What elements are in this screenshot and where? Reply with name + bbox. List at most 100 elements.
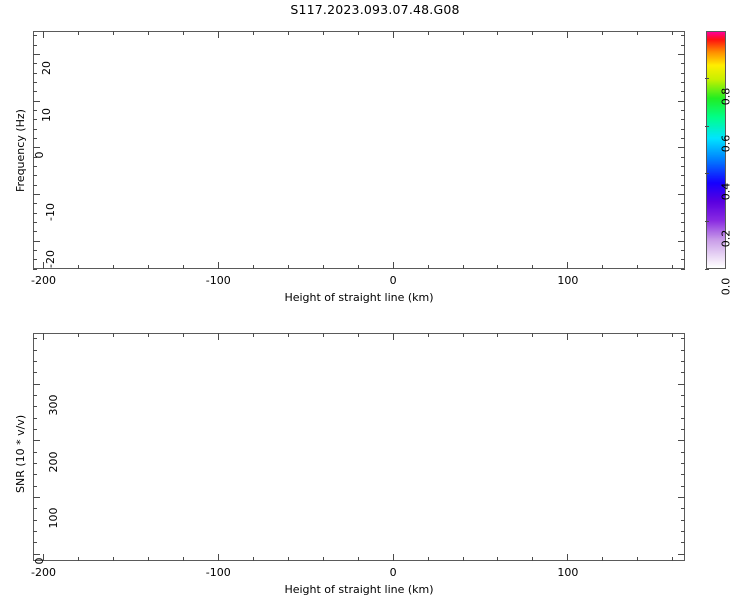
snr-xtick xyxy=(288,557,289,561)
spectrogram-ytick-right xyxy=(678,54,685,55)
snr-ytick-right xyxy=(681,474,685,475)
spectrogram-ytick xyxy=(33,259,37,260)
snr-ytick-right xyxy=(681,542,685,543)
snr-xtick xyxy=(183,557,184,561)
spectrogram-xtick xyxy=(393,262,394,269)
spectrogram-y-axis-label: Frequency (Hz) xyxy=(14,109,27,192)
snr-ytick-right xyxy=(681,520,685,521)
colorbar-ticklabel: 0.6 xyxy=(719,134,733,153)
colorbar-tick xyxy=(705,173,709,174)
spectrogram-ytick xyxy=(33,185,37,186)
snr-ytick xyxy=(33,361,37,362)
spectrogram-ytick xyxy=(33,241,40,242)
spectrogram-ytick-right xyxy=(681,250,685,251)
snr-ytick-right xyxy=(681,452,685,453)
spectrogram-ytick xyxy=(33,213,37,214)
spectrogram-ytick xyxy=(33,119,37,120)
spectrogram-ytick xyxy=(33,175,37,176)
snr-ytick xyxy=(33,395,37,396)
spectrogram-axes-frame xyxy=(33,31,685,269)
snr-xtick xyxy=(672,557,673,561)
spectrogram-ytick xyxy=(33,194,40,195)
spectrogram-xtick xyxy=(358,265,359,269)
spectrogram-xtick-top xyxy=(183,31,184,35)
snr-xtick xyxy=(323,557,324,561)
spectrogram-ytick xyxy=(33,269,37,270)
snr-xtick-top xyxy=(358,333,359,337)
spectrogram-xtick-top xyxy=(637,31,638,35)
colorbar-tick xyxy=(705,78,709,79)
snr-xtick-top xyxy=(43,333,44,340)
spectrogram-xtick xyxy=(637,265,638,269)
spectrogram-xtick-top xyxy=(428,31,429,35)
snr-xtick xyxy=(253,557,254,561)
snr-xticklabel: 0 xyxy=(389,566,397,579)
snr-xtick xyxy=(532,557,533,561)
spectrogram-ytick xyxy=(33,35,37,36)
spectrogram-xtick xyxy=(672,265,673,269)
snr-axes-frame xyxy=(33,333,685,561)
snr-ytick xyxy=(33,406,37,407)
snr-ytick-right xyxy=(681,395,685,396)
snr-ytick-right xyxy=(681,429,685,430)
snr-x-axis-label: Height of straight line (km) xyxy=(284,583,434,596)
snr-xticklabel: -200 xyxy=(31,566,56,579)
spectrogram-ytick-right xyxy=(681,138,685,139)
snr-ytick xyxy=(33,474,37,475)
snr-xtick-top xyxy=(323,333,324,337)
snr-xtick-top xyxy=(567,333,568,340)
spectrogram-yticklabel: 20 xyxy=(40,61,53,76)
spectrogram-xtick xyxy=(323,265,324,269)
spectrogram-xtick xyxy=(463,265,464,269)
snr-ytick-right xyxy=(681,350,685,351)
spectrogram-xtick xyxy=(218,262,219,269)
snr-ytick xyxy=(33,554,40,555)
spectrogram-ytick xyxy=(33,101,40,102)
spectrogram-panel xyxy=(33,31,685,269)
spectrogram-ytick-right xyxy=(681,166,685,167)
snr-ytick-right xyxy=(681,361,685,362)
spectrogram-ytick-right xyxy=(678,101,685,102)
spectrogram-ytick xyxy=(33,82,37,83)
spectrogram-yticklabel: -20 xyxy=(43,249,57,268)
snr-xtick-top xyxy=(218,333,219,340)
snr-ytick-right xyxy=(681,406,685,407)
snr-yticklabel: 200 xyxy=(47,451,60,473)
snr-ytick-right xyxy=(678,440,685,441)
spectrogram-ytick-right xyxy=(678,194,685,195)
snr-xtick xyxy=(113,557,114,561)
spectrogram-xtick xyxy=(253,265,254,269)
snr-xtick xyxy=(602,557,603,561)
spectrogram-ytick xyxy=(33,138,37,139)
snr-xtick-top xyxy=(602,333,603,337)
spectrogram-xticklabel: 100 xyxy=(557,274,579,287)
colorbar-ticklabel: 0.4 xyxy=(719,182,733,201)
spectrogram-xtick-top xyxy=(253,31,254,35)
spectrogram-ytick-right xyxy=(681,63,685,64)
snr-xtick-top xyxy=(463,333,464,337)
snr-xtick xyxy=(218,554,219,561)
colorbar-ticklabel: 0.0 xyxy=(719,277,733,296)
spectrogram-xtick-top xyxy=(567,31,568,38)
snr-xtick-top xyxy=(532,333,533,337)
spectrogram-xtick-top xyxy=(43,31,44,38)
spectrogram-ytick-right xyxy=(681,203,685,204)
spectrogram-xticklabel: 0 xyxy=(389,274,397,287)
snr-ytick-right xyxy=(681,531,685,532)
spectrogram-ytick xyxy=(33,91,37,92)
snr-xtick xyxy=(148,557,149,561)
snr-xtick-top xyxy=(148,333,149,337)
snr-xtick xyxy=(358,557,359,561)
snr-xtick-top xyxy=(497,333,498,337)
snr-xtick-top xyxy=(113,333,114,337)
snr-ytick-right xyxy=(681,508,685,509)
snr-ytick xyxy=(33,338,37,339)
spectrogram-xtick-top xyxy=(393,31,394,38)
spectrogram-xtick-top xyxy=(602,31,603,35)
spectrogram-ytick xyxy=(33,73,37,74)
spectrogram-ytick-right xyxy=(681,222,685,223)
spectrogram-ytick-right xyxy=(681,82,685,83)
snr-xtick-top xyxy=(428,333,429,337)
spectrogram-xtick xyxy=(183,265,184,269)
spectrogram-ytick-right xyxy=(681,185,685,186)
